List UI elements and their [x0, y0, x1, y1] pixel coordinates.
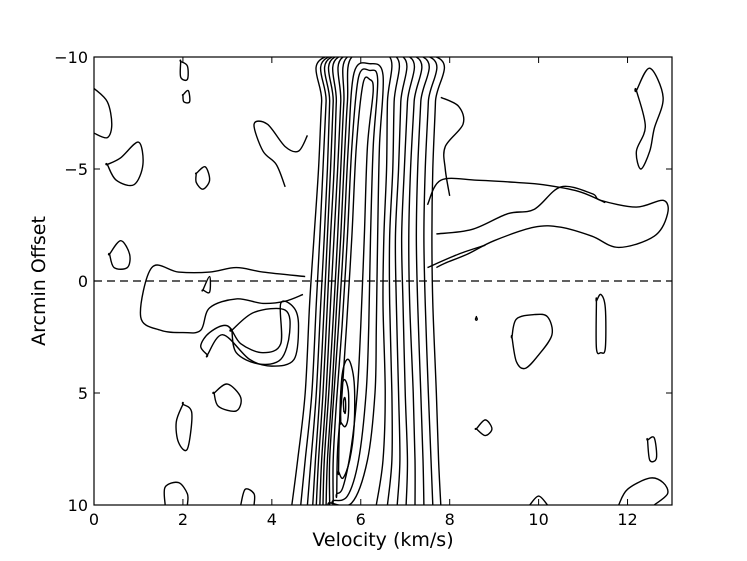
x-tick-label: 4	[267, 510, 277, 529]
small-island-6	[175, 401, 193, 452]
upper-right-wing	[440, 96, 465, 196]
inner-contour-3	[335, 76, 374, 499]
small-island-3	[181, 89, 191, 104]
y-axis-label: Arcmin Offset	[28, 216, 50, 346]
x-tick-label: 8	[445, 510, 455, 529]
x-axis-label: Velocity (km/s)	[312, 529, 453, 551]
small-island-2	[179, 59, 189, 82]
upper-left-wing	[253, 120, 309, 188]
small-island-1	[194, 165, 211, 190]
left-edge-blob	[94, 87, 113, 139]
ticks-layer: 0 2 4 6 8 10 12 −10 −5 0 5 10	[54, 48, 672, 529]
ridge-contour-8	[325, 57, 393, 505]
small-island-4	[201, 275, 212, 294]
small-island-7	[474, 419, 493, 437]
inner-contour-2	[331, 68, 379, 505]
peak-contour	[342, 396, 347, 415]
small-island-5	[212, 383, 242, 412]
x-tick-label: 12	[617, 510, 637, 529]
left-island-2	[200, 300, 300, 367]
small-island-8	[646, 436, 658, 463]
right-arm-contour-2	[426, 177, 606, 206]
x-tick-label: 2	[178, 510, 188, 529]
ridge-contour-6	[319, 57, 408, 505]
y-tick-label: 10	[68, 496, 88, 515]
bottom-island-4	[618, 477, 669, 505]
right-arm-contour-3	[427, 244, 486, 269]
x-tick-label: 0	[89, 510, 99, 529]
bottom-island-2	[240, 488, 256, 505]
right-mid-island	[510, 313, 554, 370]
ridge-contour-1	[291, 57, 446, 505]
x-tick-label: 10	[528, 510, 548, 529]
dot-contour	[474, 315, 478, 321]
bottom-island-1	[163, 481, 189, 505]
inner-contour-1	[327, 62, 385, 505]
contour-layer	[94, 57, 669, 505]
far-right-column	[634, 67, 664, 170]
left-blob-2	[105, 141, 144, 187]
y-tick-label: 5	[78, 384, 88, 403]
ridge-contour-2	[300, 57, 438, 505]
right-tall-island	[595, 293, 607, 355]
ridge-contour-4	[312, 57, 423, 505]
y-tick-label: 0	[78, 272, 88, 291]
ridge-contour-3	[306, 57, 430, 505]
right-arm-contour	[436, 185, 669, 269]
left-blob-3	[107, 239, 131, 270]
y-tick-label: −5	[64, 160, 88, 179]
y-tick-label: −10	[54, 48, 88, 67]
x-tick-label: 6	[356, 510, 366, 529]
ridge-contour-5	[315, 57, 415, 505]
inner-contour-5	[339, 378, 350, 428]
left-lobe-contour	[139, 264, 306, 334]
left-island-1	[229, 307, 291, 366]
ridge-contour-7	[322, 57, 401, 505]
bottom-island-3	[529, 495, 549, 505]
